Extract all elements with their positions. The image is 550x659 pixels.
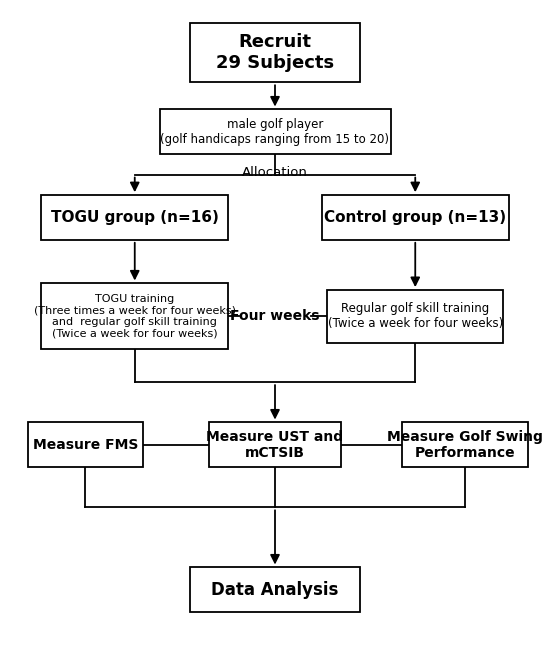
Text: TOGU group (n=16): TOGU group (n=16): [51, 210, 219, 225]
FancyBboxPatch shape: [41, 195, 228, 240]
FancyBboxPatch shape: [190, 23, 360, 82]
Text: Measure UST and
mCTSIB: Measure UST and mCTSIB: [206, 430, 344, 460]
FancyBboxPatch shape: [41, 283, 228, 349]
FancyBboxPatch shape: [160, 109, 390, 154]
FancyBboxPatch shape: [322, 195, 509, 240]
FancyBboxPatch shape: [209, 422, 341, 467]
Text: Measure Golf Swing
Performance: Measure Golf Swing Performance: [387, 430, 543, 460]
FancyBboxPatch shape: [190, 567, 360, 612]
FancyBboxPatch shape: [327, 290, 503, 343]
Text: Data Analysis: Data Analysis: [211, 581, 339, 599]
Text: TOGU training
(Three times a week for four weeks)
and  regular golf skill traini: TOGU training (Three times a week for fo…: [34, 294, 236, 339]
Text: male golf player
(golf handicaps ranging from 15 to 20): male golf player (golf handicaps ranging…: [161, 118, 389, 146]
FancyBboxPatch shape: [402, 422, 528, 467]
Text: Four weeks: Four weeks: [230, 309, 320, 324]
Text: Recruit
29 Subjects: Recruit 29 Subjects: [216, 34, 334, 72]
Text: Regular golf skill training
(Twice a week for four weeks): Regular golf skill training (Twice a wee…: [328, 302, 503, 330]
FancyBboxPatch shape: [28, 422, 143, 467]
Text: Control group (n=13): Control group (n=13): [324, 210, 507, 225]
Text: Allocation: Allocation: [242, 166, 308, 179]
Text: Measure FMS: Measure FMS: [32, 438, 138, 452]
